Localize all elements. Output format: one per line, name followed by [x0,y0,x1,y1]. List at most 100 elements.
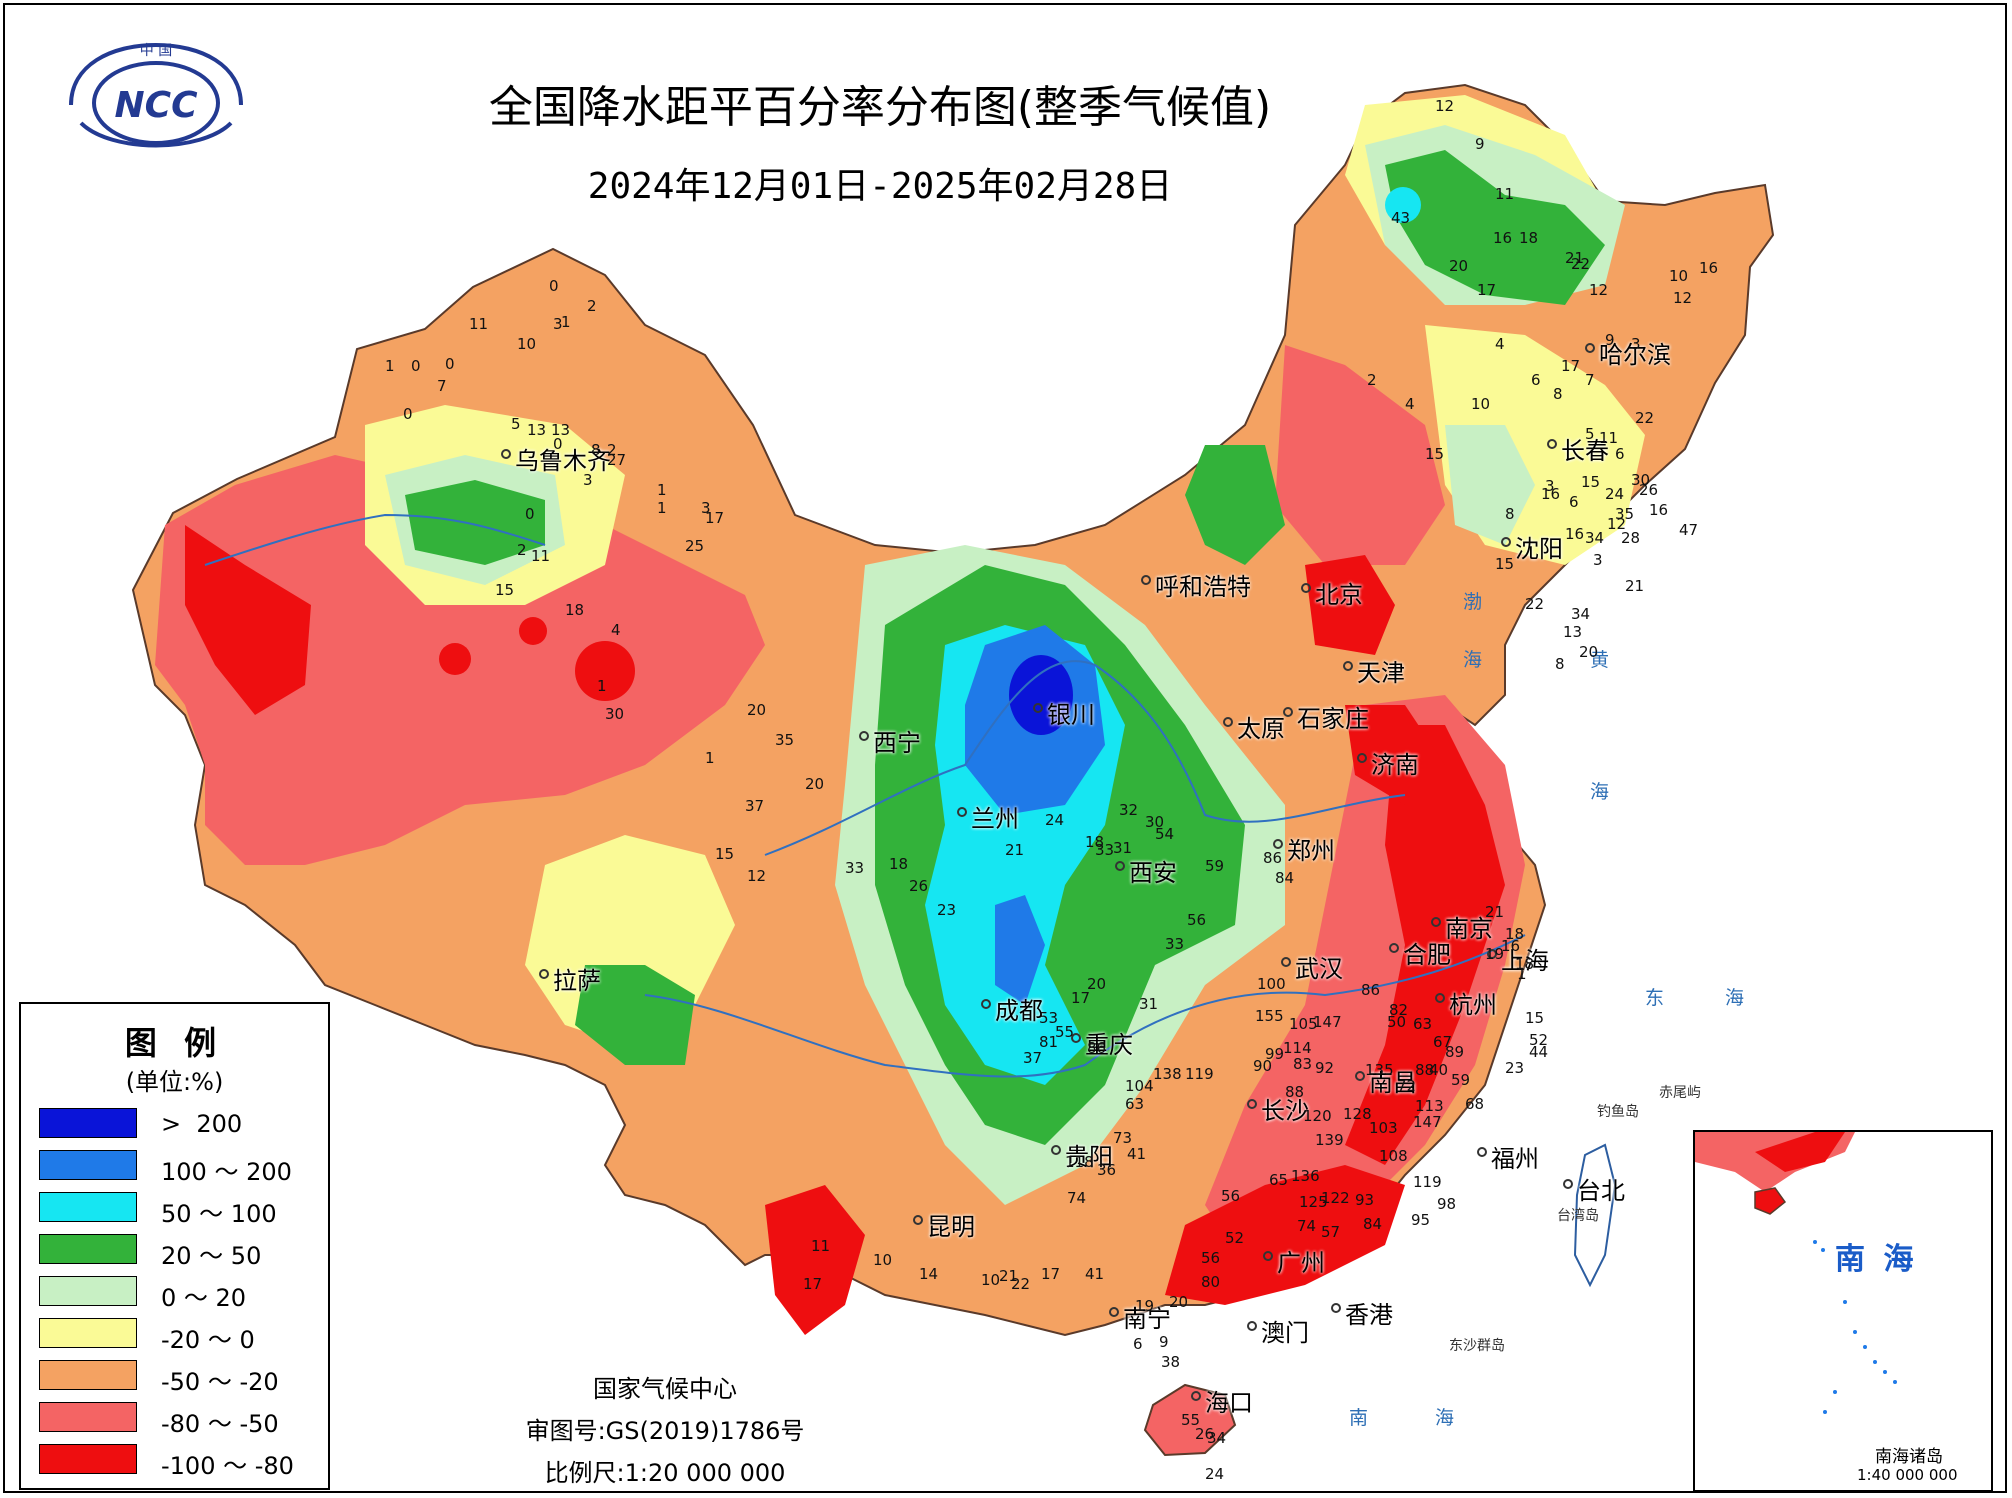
station-value: 16 [1649,501,1669,519]
station-value: 65 [1269,1171,1289,1189]
station-value: 15 [495,581,515,599]
station-value: 86 [1263,849,1283,867]
city-marker-icon [1547,439,1557,449]
station-value: 86 [1087,1039,1107,1057]
station-value: 22 [1525,595,1545,613]
legend-item: -80 ～ -50 [39,1402,319,1438]
city-marker-icon [1115,861,1125,871]
city-label: 贵阳 [1065,1143,1113,1171]
station-value: 9 [1159,1333,1169,1351]
station-value: 52 [1225,1229,1245,1247]
station-value: 33 [1095,841,1115,859]
station-value: 10 [1669,267,1689,285]
precipitation-map [131,83,1775,1457]
station-value: 32 [1119,801,1139,819]
page-title: 全国降水距平百分率分布图(整季气候值) [488,82,1272,133]
station-value: 135 [1365,1061,1394,1079]
station-value: 138 [1153,1065,1182,1083]
station-value: 24 [1605,485,1625,503]
station-value: 15 [1581,473,1601,491]
region-over-200-ningxia [1009,655,1073,735]
station-value: 0 [411,357,421,375]
station-value: 57 [1321,1223,1341,1241]
station-value: 4 [1495,335,1505,353]
station-value: 13 [1563,623,1583,641]
station-value: 119 [1413,1173,1442,1191]
sea-label: 海 [1435,1407,1455,1429]
city-label: 广州 [1277,1249,1325,1277]
map-frame: NCC 中 国 全国降水距平百分率分布图(整季气候值) 2024年12月01日-… [3,3,2007,1493]
station-value: 11 [469,315,489,333]
station-value: 1 [657,499,667,517]
sea-label: 东 [1645,987,1665,1009]
legend-item: -20 ～ 0 [39,1318,319,1354]
station-value: 20 [747,701,767,719]
station-value: 10 [981,1271,1001,1289]
station-value: 18 [565,601,585,619]
station-value: 18 [889,855,909,873]
station-value: 26 [1195,1425,1215,1443]
station-value: 55 [1055,1023,1075,1041]
city-marker-icon [1477,1147,1487,1157]
city-marker-icon [957,807,967,817]
station-value: 21 [1485,903,1505,921]
inset-title: 南海诸岛 [1875,1447,1943,1467]
station-value: 136 [1291,1167,1320,1185]
island-label: 台湾岛 [1557,1208,1599,1224]
city-marker-icon [981,999,991,1009]
station-value: 1 [561,313,571,331]
station-value: 55 [1181,1411,1201,1429]
city-label: 香港 [1345,1301,1393,1329]
station-value: 3 [1593,551,1603,569]
station-value: 3 [1545,477,1555,495]
station-value: 43 [1391,209,1411,227]
city-marker-icon [1343,661,1353,671]
city-marker-icon [1283,707,1293,717]
station-value: 15 [1495,555,1515,573]
station-value: 6 [1531,371,1541,389]
station-value: 8 [1553,385,1563,403]
station-value: 35 [1615,505,1635,523]
city-marker-icon [501,449,511,459]
region-very-dry-beijing [1305,555,1395,655]
station-value: 99 [1265,1045,1285,1063]
station-value: 93 [1355,1191,1375,1209]
legend-swatch [39,1360,137,1390]
city-label: 北京 [1315,581,1363,609]
city-marker-icon [1051,1145,1061,1155]
station-value: 20 [1449,257,1469,275]
legend-label: 20 ～ 50 [161,1242,262,1270]
station-value: 56 [1201,1249,1221,1267]
station-value: 18 [1515,955,1535,973]
station-value: 119 [1185,1065,1214,1083]
station-value: 3 [1631,335,1641,353]
city-marker-icon [1263,1251,1273,1261]
station-value: 4 [1405,395,1415,413]
station-value: 21 [1565,249,1585,267]
station-value: 1 [385,357,395,375]
legend-item: 50 ～ 100 [39,1192,319,1228]
city-marker-icon [1191,1391,1201,1401]
station-value: 9 [1605,331,1615,349]
city-label: 拉萨 [553,967,601,995]
legend-title: 图 例 [124,1024,225,1062]
legend-swatch [39,1318,137,1348]
region-wet-liaoning [1445,425,1535,545]
yellow-river [764,660,1406,856]
station-value: 0 [445,355,455,373]
city-label: 郑州 [1287,837,1335,865]
station-value: 122 [1321,1189,1350,1207]
station-value: 10 [517,335,537,353]
station-value: 0 [525,505,535,523]
station-value: 12 [747,867,767,885]
station-value: 108 [1379,1147,1408,1165]
city-label: 兰州 [971,805,1019,833]
station-value: 9 [1475,135,1485,153]
station-value: 10 [873,1251,893,1269]
station-value: 53 [1039,1009,1059,1027]
station-value: 63 [1413,1015,1433,1033]
station-value: 22 [1571,255,1591,273]
city-label: 上海 [1501,947,1549,975]
station-value: 103 [1369,1119,1398,1137]
station-value: 12 [1589,281,1609,299]
